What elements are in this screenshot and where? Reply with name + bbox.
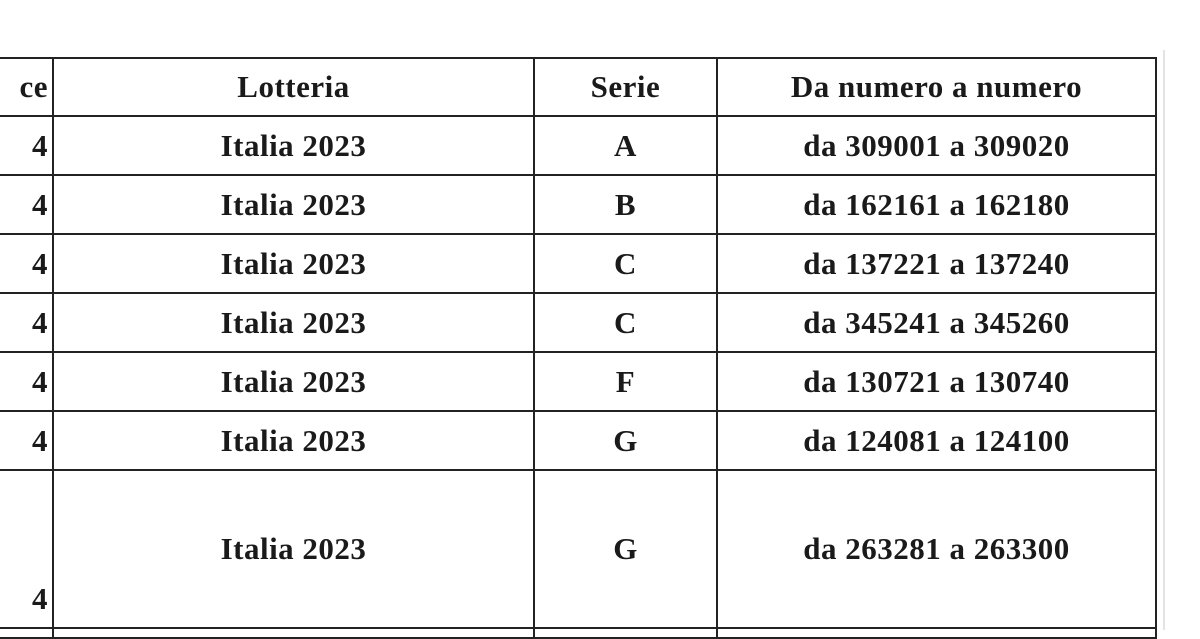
cell-serie: C	[533, 233, 718, 294]
cell-first: 4	[0, 410, 54, 471]
cell-lotteria: Italia 2023	[52, 292, 535, 353]
cell-range: da 130721 a 130740	[716, 351, 1157, 412]
cell-first: 4	[0, 115, 54, 176]
page-edge	[1163, 50, 1165, 630]
cell-first: 4	[0, 233, 54, 294]
cell-range: da 263281 a 263300	[716, 469, 1157, 629]
header-serie: Serie	[533, 57, 718, 117]
cell-lotteria: Italia 2023	[52, 469, 535, 629]
table-row: 4 Italia 2023 G da 124081 a 124100	[0, 410, 1157, 471]
header-range: Da numero a numero	[716, 57, 1157, 117]
cell-serie: F	[533, 351, 718, 412]
cell-first: 4	[0, 351, 54, 412]
lottery-table: ce Lotteria Serie Da numero a numero 4 I…	[0, 57, 1157, 639]
cell-lotteria: Italia 2023	[52, 351, 535, 412]
cell-serie: B	[533, 174, 718, 235]
header-lotteria: Lotteria	[52, 57, 535, 117]
cell-serie: G	[533, 410, 718, 471]
header-first: ce	[0, 57, 54, 117]
table-row: 4 Italia 2023 F da 130721 a 130740	[0, 351, 1157, 412]
table-row: 4 Italia 2023 B da 162161 a 162180	[0, 174, 1157, 235]
cell-serie: G	[533, 469, 718, 629]
cell-lotteria: Italia 2023	[52, 233, 535, 294]
cell-first: 4	[0, 469, 54, 629]
cell-lotteria: Italia 2023	[52, 410, 535, 471]
cell-range: da 137221 a 137240	[716, 233, 1157, 294]
table-row: 4 Italia 2023 A da 309001 a 309020	[0, 115, 1157, 176]
cell-serie: A	[533, 115, 718, 176]
cell-lotteria: Italia 2023	[52, 174, 535, 235]
cell-first: 4	[0, 292, 54, 353]
cell-lotteria: Italia 2023	[52, 115, 535, 176]
cell-range: da 309001 a 309020	[716, 115, 1157, 176]
cell-first: 4	[0, 174, 54, 235]
cell-range: da 124081 a 124100	[716, 410, 1157, 471]
cell-range: da 345241 a 345260	[716, 292, 1157, 353]
table-row: 4 Italia 2023 C da 137221 a 137240	[0, 233, 1157, 294]
cell-serie: C	[533, 292, 718, 353]
cell-range: da 162161 a 162180	[716, 174, 1157, 235]
table-row: 4 Italia 2023 G da 263281 a 263300	[0, 469, 1157, 629]
table-row: 4 Italia 2023 C da 345241 a 345260	[0, 292, 1157, 353]
header-row: ce Lotteria Serie Da numero a numero	[0, 57, 1157, 117]
